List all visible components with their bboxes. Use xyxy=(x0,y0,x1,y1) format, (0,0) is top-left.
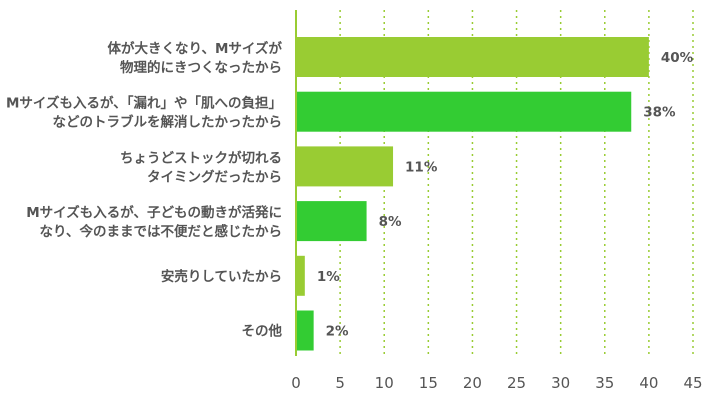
category-label: Mサイズも入るが、「漏れ」や「肌への負担」 xyxy=(6,95,282,112)
category-label: Mサイズも入るが、子どもの動きが活発に xyxy=(26,204,282,221)
data-label: 2% xyxy=(326,324,349,340)
data-label: 1% xyxy=(317,269,340,285)
bar xyxy=(297,255,305,296)
data-label: 11% xyxy=(405,159,438,175)
category-label: 物理的にきつくなったから xyxy=(120,59,282,76)
category-label: ちょうどストックが切れる xyxy=(120,149,282,166)
x-tick-label: 10 xyxy=(375,374,394,392)
category-label: 安売りしていたから xyxy=(161,268,282,285)
x-tick-label: 25 xyxy=(507,374,526,392)
x-tick-label: 40 xyxy=(639,374,658,392)
category-label: なり、今のままでは不便だと感じたから xyxy=(40,223,282,240)
category-label: 体が大きくなり、Mサイズが xyxy=(108,40,283,57)
x-tick-label: 15 xyxy=(419,374,438,392)
category-label: などのトラブルを解消したかったから xyxy=(53,114,283,131)
bar xyxy=(297,146,394,187)
x-tick-label: 20 xyxy=(463,374,482,392)
x-tick-label: 45 xyxy=(683,374,702,392)
category-label: その他 xyxy=(242,323,283,340)
bar xyxy=(297,201,367,242)
x-tick-label: 30 xyxy=(551,374,570,392)
x-tick-label: 5 xyxy=(335,374,345,392)
category-label: タイミングだったから xyxy=(147,168,282,185)
bar xyxy=(297,310,314,351)
data-label: 38% xyxy=(643,105,676,121)
x-tick-label: 0 xyxy=(291,374,301,392)
bar xyxy=(297,91,632,132)
bar xyxy=(297,37,649,77)
data-label: 40% xyxy=(661,50,694,66)
x-tick-label: 35 xyxy=(595,374,614,392)
data-label: 8% xyxy=(379,214,402,230)
